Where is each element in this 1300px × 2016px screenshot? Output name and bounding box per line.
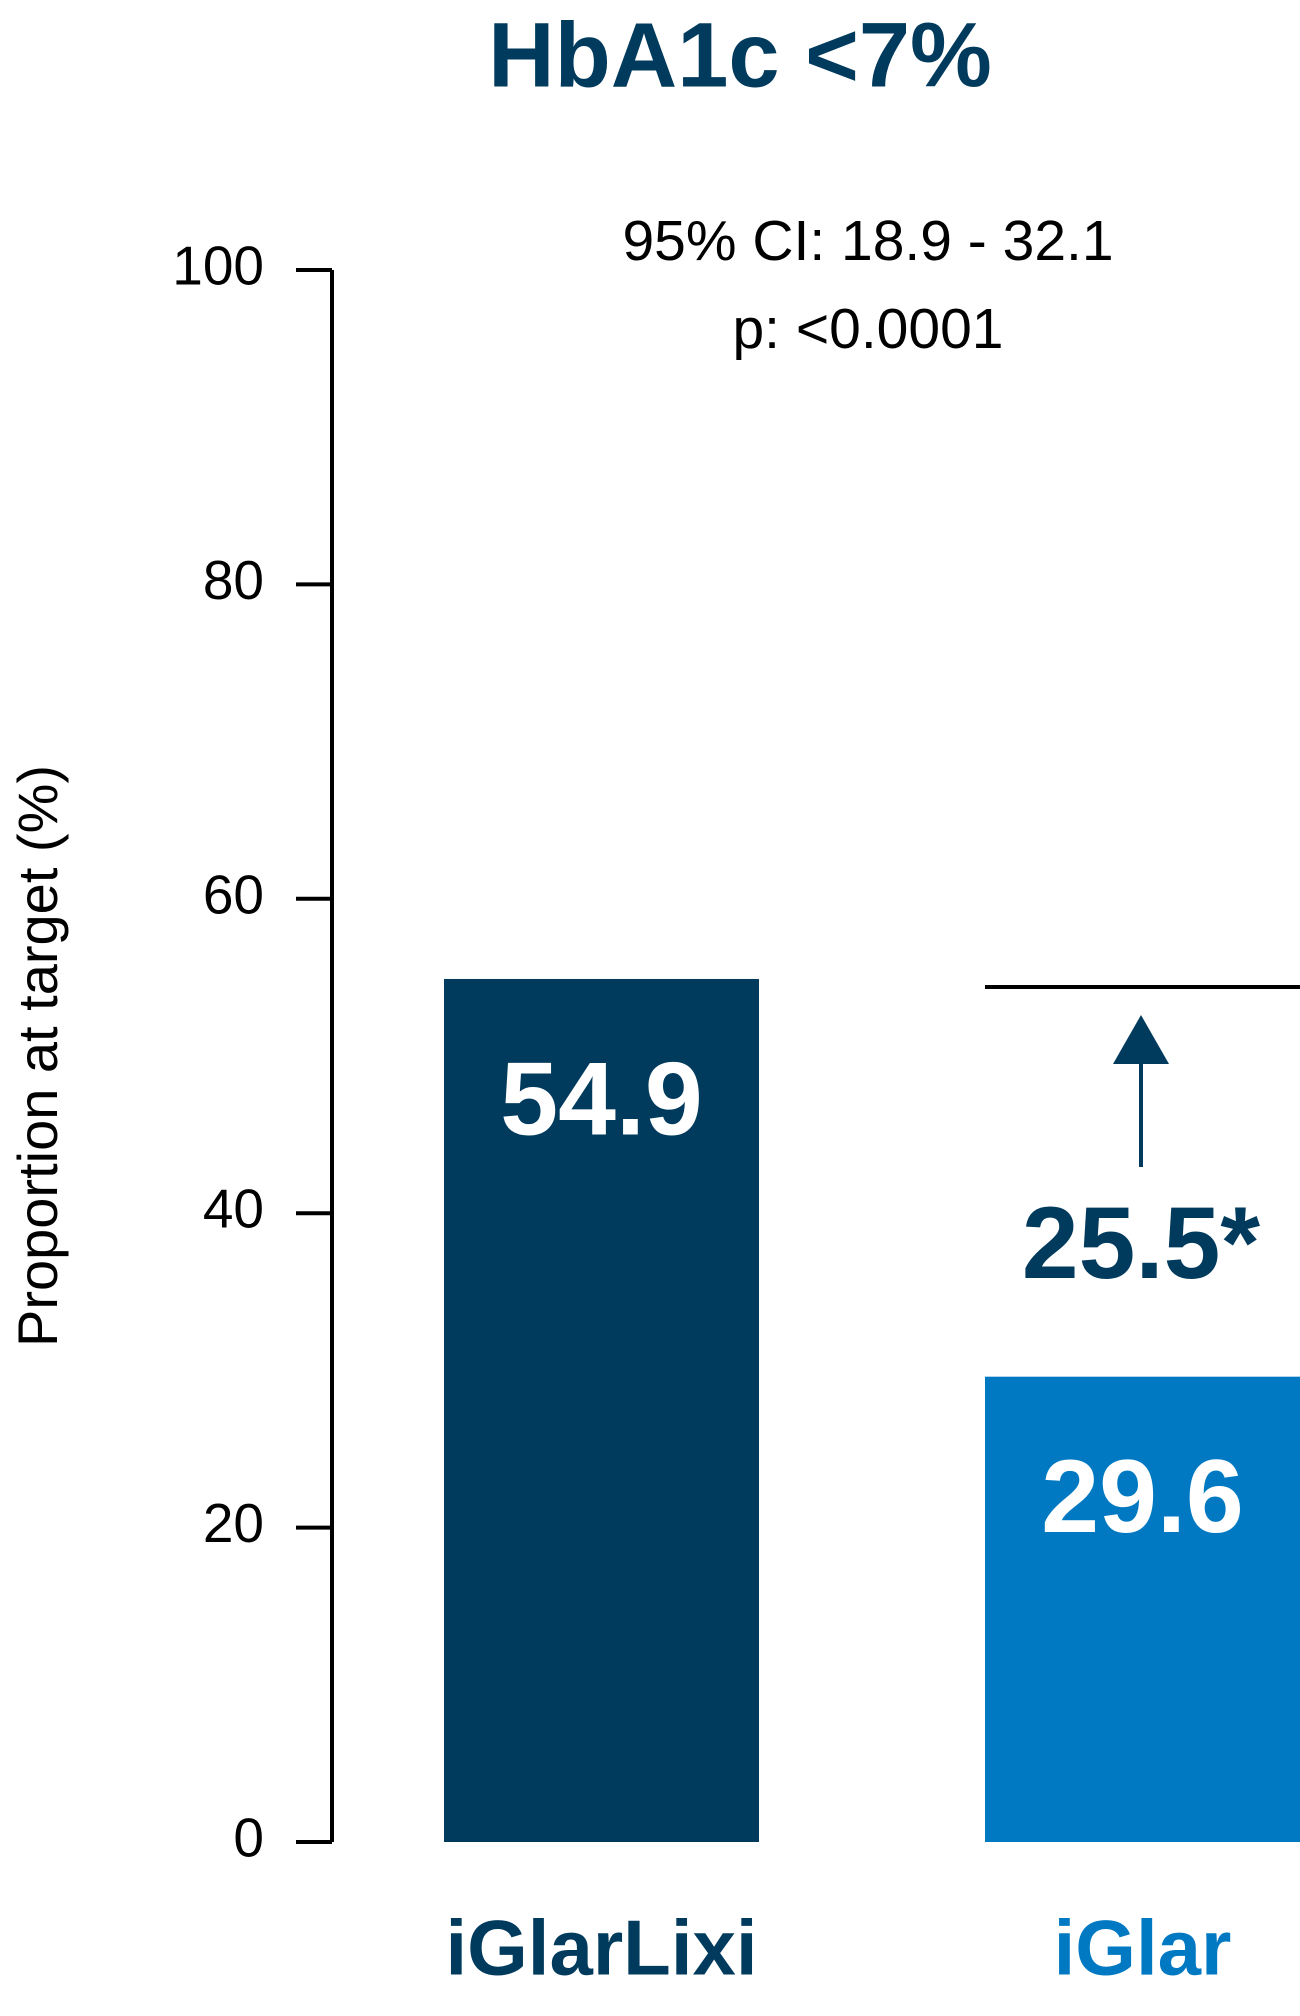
y-tick-label: 60 [203, 863, 264, 925]
p-annotation: p: <0.0001 [732, 297, 1003, 361]
arrow-head [1113, 1015, 1169, 1064]
y-tick-label: 40 [203, 1178, 264, 1240]
value-label: 54.9 [500, 1041, 702, 1157]
x-tick-label: iGlarLixi [445, 1904, 757, 1992]
bar [444, 978, 759, 1842]
ci-annotation: 95% CI: 18.9 - 32.1 [622, 209, 1113, 273]
value-label: 29.6 [1041, 1439, 1243, 1555]
difference-annotation: 25.5* [1022, 1186, 1261, 1300]
bar [985, 1376, 1300, 1842]
y-tick-label: 100 [172, 235, 264, 297]
y-tick-label: 20 [203, 1492, 264, 1554]
y-axis-label: Proportion at target (%) [6, 765, 69, 1347]
y-tick-label: 80 [203, 549, 264, 611]
chart-title: HbA1c <7% [488, 4, 992, 106]
x-tick-label: iGlar [1054, 1904, 1232, 1992]
y-tick-label: 0 [233, 1807, 264, 1869]
